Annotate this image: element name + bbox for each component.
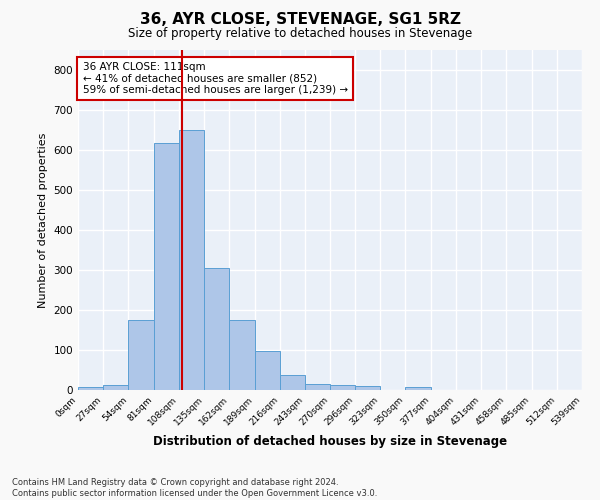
- Bar: [154, 143, 179, 390]
- Bar: [229, 320, 255, 390]
- Bar: [405, 387, 431, 390]
- Bar: [305, 384, 331, 390]
- Bar: [103, 385, 128, 390]
- Text: 36, AYR CLOSE, STEVENAGE, SG1 5RZ: 36, AYR CLOSE, STEVENAGE, SG1 5RZ: [139, 12, 461, 28]
- Bar: [355, 386, 380, 390]
- Y-axis label: Number of detached properties: Number of detached properties: [38, 132, 48, 308]
- Bar: [255, 351, 280, 390]
- Bar: [128, 320, 154, 390]
- Bar: [204, 268, 229, 390]
- Bar: [78, 387, 103, 390]
- Text: Size of property relative to detached houses in Stevenage: Size of property relative to detached ho…: [128, 28, 472, 40]
- Bar: [331, 385, 355, 390]
- Text: Contains HM Land Registry data © Crown copyright and database right 2024.
Contai: Contains HM Land Registry data © Crown c…: [12, 478, 377, 498]
- Bar: [179, 130, 204, 390]
- X-axis label: Distribution of detached houses by size in Stevenage: Distribution of detached houses by size …: [153, 436, 507, 448]
- Text: 36 AYR CLOSE: 111sqm
← 41% of detached houses are smaller (852)
59% of semi-deta: 36 AYR CLOSE: 111sqm ← 41% of detached h…: [83, 62, 348, 95]
- Bar: [280, 375, 305, 390]
